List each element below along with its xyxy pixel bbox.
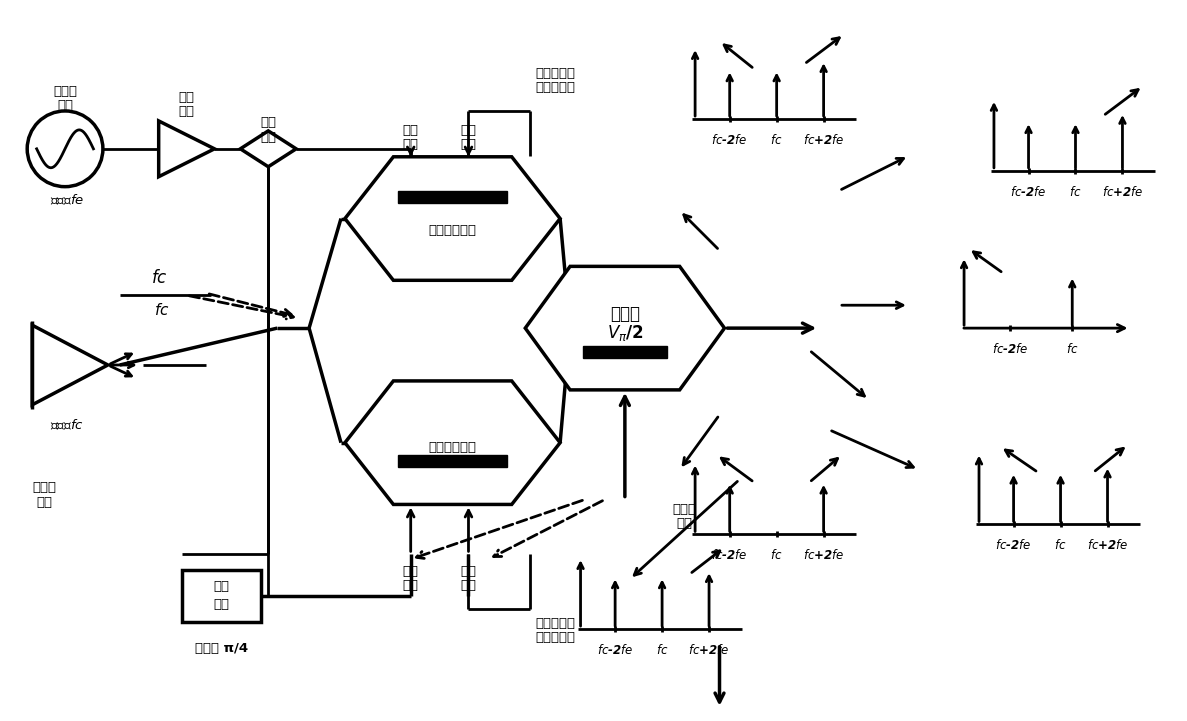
Text: $fc$+2$fe$: $fc$+2$fe$: [802, 548, 844, 562]
Text: 电分: 电分: [260, 116, 277, 129]
Text: 电移: 电移: [214, 580, 229, 593]
Text: 号源: 号源: [57, 99, 74, 112]
Text: $fc$+2$fe$: $fc$+2$fe$: [1087, 539, 1128, 552]
Text: $fc$: $fc$: [151, 270, 169, 287]
Text: 大器: 大器: [178, 105, 195, 118]
Text: $fc$: $fc$: [1054, 539, 1067, 552]
Text: 相移为 π/4: 相移为 π/4: [195, 642, 248, 655]
Bar: [398, 455, 507, 466]
Text: 端口: 端口: [461, 579, 476, 592]
Text: 光源: 光源: [36, 496, 52, 509]
Text: $fc$+2$fe$: $fc$+2$fe$: [688, 643, 730, 657]
Text: 电放: 电放: [178, 91, 195, 104]
Text: $fc$-2$fe$: $fc$-2$fe$: [996, 539, 1032, 552]
Text: 上臂子调制器: 上臂子调制器: [429, 224, 476, 237]
Text: 射频: 射频: [402, 125, 419, 138]
Text: 端口: 端口: [461, 138, 476, 151]
Text: 频率为$fe$: 频率为$fe$: [50, 193, 84, 208]
Text: 相器: 相器: [214, 598, 229, 611]
Text: 曲线最高点: 曲线最高点: [535, 81, 576, 94]
Polygon shape: [345, 156, 560, 280]
Polygon shape: [240, 131, 296, 167]
Text: $fc$: $fc$: [1069, 185, 1081, 199]
Bar: [182, 570, 261, 622]
Text: 路器: 路器: [260, 131, 277, 144]
Text: $fc$+2$fe$: $fc$+2$fe$: [1102, 185, 1143, 199]
Text: 偏置在传输: 偏置在传输: [535, 617, 576, 630]
Polygon shape: [345, 381, 560, 505]
Text: $fc$-2$fe$: $fc$-2$fe$: [992, 342, 1029, 356]
Text: $fc$-2$fe$: $fc$-2$fe$: [597, 643, 634, 657]
Text: 频率为$fc$: 频率为$fc$: [50, 417, 84, 432]
Text: 端口: 端口: [402, 579, 419, 592]
Polygon shape: [526, 266, 724, 390]
Bar: [398, 190, 507, 203]
Text: 曲线最高点: 曲线最高点: [535, 632, 576, 645]
Text: 偏置: 偏置: [461, 565, 476, 578]
Text: 偏置: 偏置: [461, 125, 476, 138]
Text: $fc$: $fc$: [656, 643, 668, 657]
Text: $fc$: $fc$: [1066, 342, 1079, 356]
Text: 射频信: 射频信: [53, 84, 77, 97]
Text: 偏置在传输: 偏置在传输: [535, 66, 576, 79]
Text: $V_{\pi}$/2: $V_{\pi}$/2: [607, 323, 643, 343]
Text: $fc$: $fc$: [770, 548, 783, 562]
Text: 射频: 射频: [402, 565, 419, 578]
Text: $fc$+2$fe$: $fc$+2$fe$: [802, 133, 844, 147]
Text: $fc$-2$fe$: $fc$-2$fe$: [711, 548, 748, 562]
Text: 端口: 端口: [402, 138, 419, 151]
Text: 可调谐: 可调谐: [32, 481, 56, 494]
Text: $fc$-2$fe$: $fc$-2$fe$: [711, 133, 748, 147]
Text: 主偏置: 主偏置: [673, 503, 697, 516]
Text: 下臂子调制器: 下臂子调制器: [429, 441, 476, 454]
Text: $fc$: $fc$: [770, 133, 783, 147]
Text: 端口: 端口: [677, 517, 693, 530]
Text: 偏置为: 偏置为: [610, 305, 640, 323]
Text: $fc$-2$fe$: $fc$-2$fe$: [1010, 185, 1047, 199]
Text: $fc$: $fc$: [154, 302, 170, 318]
Bar: [583, 346, 667, 358]
